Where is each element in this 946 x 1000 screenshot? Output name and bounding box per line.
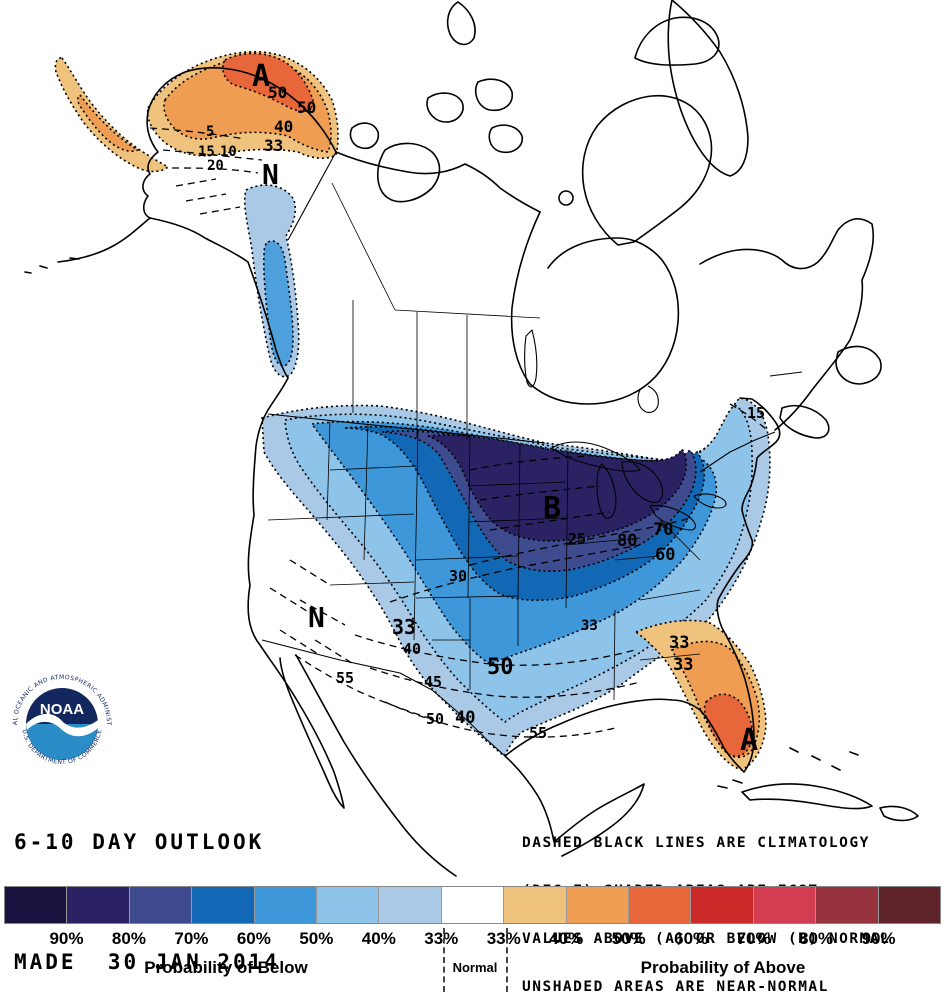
above-pct-label-70%: 70% <box>736 929 771 948</box>
notes-line-4: UNSHADED AREAS ARE NEAR-NORMAL <box>522 979 829 995</box>
notes-line-3: VALUES ABOVE (A) OR BELOW (B) NORMAL <box>522 931 891 947</box>
alaska-border <box>287 151 337 241</box>
below-pct-label-50%: 50% <box>299 929 334 948</box>
colorbar-cell-4 <box>254 887 318 923</box>
colorbar-cell-5 <box>317 887 380 923</box>
above-pct-label-33%: 33% <box>486 929 521 948</box>
map-contour-label: 25 <box>568 530 586 548</box>
cuba <box>741 783 873 810</box>
colorbar-cell-0 <box>5 887 68 923</box>
probability-colorbar <box>4 886 941 924</box>
colorbar-cell-8 <box>504 887 567 923</box>
noaa-logo: NOAA NATIONAL OCEANIC AND ATMOSPHERIC AD… <box>7 667 112 766</box>
title-line-3: MADE 30 JAN 2014 <box>14 950 280 974</box>
map-contour-label: 55 <box>336 669 354 687</box>
colorbar-cell-7 <box>441 887 505 923</box>
map-contour-label: 33 <box>264 136 283 155</box>
map-region-label-A: A <box>252 59 270 94</box>
hudson-bay <box>510 211 680 405</box>
map-contour-label: 50 <box>268 83 287 102</box>
title-line-1: 6-10 DAY OUTLOOK <box>14 830 265 854</box>
colorbar-cell-12 <box>753 887 817 923</box>
florida-above-50-region <box>703 693 754 758</box>
below-pct-label-70%: 70% <box>174 929 209 948</box>
colorbar-cell-13 <box>816 887 879 923</box>
below-normal-regions <box>243 184 771 758</box>
map-contour-label: 60 <box>655 545 675 565</box>
great-lakes <box>524 329 727 531</box>
above-pct-label-50%: 50% <box>611 929 646 948</box>
arctic-islands <box>349 1 720 246</box>
map-region-label-A: A <box>740 723 758 758</box>
state-borders <box>267 182 701 701</box>
notes-line-1: DASHED BLACK LINES ARE CLIMATOLOGY <box>522 835 870 851</box>
below-pct-label-33%: 33% <box>424 929 459 948</box>
map-contour-label: 33 <box>392 615 416 639</box>
colorbar-cell-2 <box>129 887 193 923</box>
colorbar-cell-9 <box>566 887 630 923</box>
below-pct-label-90%: 90% <box>49 929 84 948</box>
colorbar-cell-1 <box>67 887 130 923</box>
below-pct-label-60%: 60% <box>236 929 271 948</box>
map-contour-label: 55 <box>529 724 547 742</box>
colorbar-cell-11 <box>691 887 754 923</box>
map-contour-label: 15 <box>747 404 765 422</box>
colorbar-cell-10 <box>629 887 692 923</box>
map-contour-label: 50 <box>487 655 514 680</box>
west-above-33-region <box>54 57 170 173</box>
west-above-40-region <box>76 93 140 152</box>
map-contour-label: 33 <box>669 633 689 653</box>
map-contour-label: 70 <box>653 520 673 540</box>
below-pct-label-40%: 40% <box>361 929 396 948</box>
normal-label: Normal <box>452 960 498 975</box>
colorbar-cell-6 <box>379 887 442 923</box>
above-caption: Probability of Above <box>640 958 806 977</box>
map-contour-label: 40 <box>403 640 421 658</box>
map-contour-label: 50 <box>297 98 316 117</box>
map-contour-label: 30 <box>449 567 467 585</box>
below-caption: Probability of Below <box>144 958 308 977</box>
map-contour-label: 80 <box>617 531 637 551</box>
us-mexico-border <box>261 639 506 757</box>
climatology-contours <box>149 127 769 738</box>
us-canada-border <box>267 413 546 444</box>
noaa-logo-text: NOAA <box>40 701 84 718</box>
above-normal-regions <box>54 50 767 771</box>
map-contour-label: 50 <box>426 710 444 728</box>
coastlines <box>24 0 919 877</box>
above-pct-label-60%: 60% <box>674 929 709 948</box>
above-pct-label-80%: 80% <box>799 929 834 948</box>
map-contour-label: 5 <box>206 124 214 140</box>
colorbar-cell-14 <box>878 887 941 923</box>
map-region-label-N: N <box>262 158 279 191</box>
normal-right-dash <box>506 928 508 992</box>
map-contour-label: 33 <box>581 618 598 634</box>
map-region-label-B: B <box>543 491 561 526</box>
map-region-label-N: N <box>308 601 325 634</box>
map-contour-label: 10 <box>220 144 237 160</box>
map-contour-label: 15 <box>198 144 215 160</box>
above-pct-label-40%: 40% <box>549 929 584 948</box>
above-pct-label-90%: 90% <box>861 929 896 948</box>
normal-left-dash <box>443 928 445 992</box>
map-contour-label: 33 <box>673 655 693 675</box>
map-contour-label: 20 <box>207 158 224 174</box>
below-pct-label-80%: 80% <box>111 929 146 948</box>
colorbar-cell-3 <box>192 887 255 923</box>
map-contour-label: 45 <box>424 673 442 691</box>
greenland <box>667 0 749 177</box>
map-contour-label: 40 <box>274 117 293 136</box>
map-contour-label: 40 <box>455 708 475 728</box>
